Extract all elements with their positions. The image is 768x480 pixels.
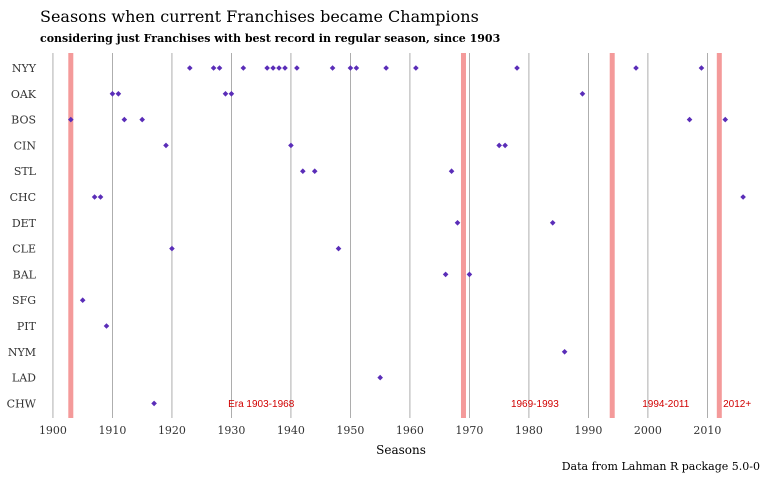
x-tick-label: 1970 (455, 424, 483, 437)
franchise-label: BOS (11, 114, 36, 127)
champion-point (722, 116, 729, 123)
champion-point (163, 142, 169, 149)
champion-point (103, 323, 110, 329)
x-tick-label: 2000 (634, 424, 662, 437)
champion-point (282, 65, 288, 71)
x-tick-label: 2010 (693, 424, 721, 437)
champion-point (454, 220, 461, 226)
x-tick-label: 1920 (158, 424, 186, 437)
era-label: 1994-2011 (642, 399, 690, 410)
x-tick-label: 1930 (217, 424, 245, 437)
champion-point (561, 349, 568, 355)
franchise-label: BAL (13, 268, 37, 281)
franchise-label: CHC (10, 191, 36, 204)
champion-point (222, 91, 229, 97)
champion-point (579, 91, 586, 97)
franchise-label: PIT (17, 320, 37, 333)
champion-point (300, 168, 306, 174)
franchise-label: CHW (7, 397, 37, 410)
champion-point (383, 65, 389, 71)
era-boundary-line (609, 53, 615, 418)
champion-point (97, 194, 104, 200)
franchise-label: CIN (14, 139, 37, 152)
champion-point (270, 65, 276, 71)
era-boundary-line (716, 53, 722, 418)
x-tick-label: 1990 (574, 424, 602, 437)
champion-point (67, 116, 74, 123)
champion-point (311, 168, 318, 174)
franchise-label: CLE (12, 243, 36, 256)
franchise-label: SFG (12, 294, 36, 307)
champion-point (228, 91, 235, 97)
champion-point (496, 142, 502, 149)
champion-point (288, 142, 294, 149)
champion-point (466, 271, 473, 278)
era-label: 2012+ (723, 399, 751, 410)
champion-point (549, 220, 556, 226)
champion-point (633, 65, 639, 71)
champion-point (216, 65, 223, 71)
x-tick-label: 1960 (396, 424, 424, 437)
champion-point (335, 245, 342, 252)
franchise-label: NYM (8, 346, 36, 359)
x-tick-label: 1950 (336, 424, 364, 437)
champion-point (442, 271, 449, 278)
champion-point (186, 65, 193, 71)
champion-point (264, 65, 270, 71)
x-tick-label: 1940 (277, 424, 305, 437)
champion-point (502, 142, 508, 149)
franchise-label: STL (14, 165, 37, 178)
champion-point (698, 65, 705, 71)
franchise-labels: NYY OAK BOS CIN STL CHC DET CLE BAL SFG PIT NYM LAD C… (7, 62, 37, 410)
x-tick-label: 1910 (98, 424, 126, 437)
champion-point (210, 65, 217, 71)
champion-point (240, 65, 247, 71)
champion-point (347, 65, 354, 71)
vertical-gridlines (52, 53, 708, 418)
champion-point (79, 297, 86, 303)
champion-point (276, 65, 282, 71)
champion-point (686, 116, 693, 123)
champion-point (514, 65, 520, 71)
franchise-label: OAK (11, 88, 37, 101)
champion-points (67, 65, 746, 407)
era-boundary-line (68, 53, 74, 418)
champion-point (139, 116, 145, 123)
champion-point (91, 194, 98, 200)
champion-point (377, 374, 383, 381)
chart-subtitle: considering just Franchises with best re… (40, 32, 500, 45)
chart-title: Seasons when current Franchises became C… (40, 7, 479, 26)
champion-point (413, 65, 419, 71)
champion-point (109, 91, 116, 97)
champion-point (294, 65, 300, 71)
champion-point (448, 168, 455, 174)
x-tick-label: 1900 (39, 424, 67, 437)
franchise-label: NYY (12, 62, 37, 75)
era-boundary-line (460, 53, 466, 418)
champion-point (740, 194, 746, 200)
x-axis-ticks: 1900 1910 1920 1930 1940 1950 1960 1970 1980 1990… (39, 424, 721, 437)
franchise-label: LAD (12, 372, 36, 385)
x-axis-label: Seasons (376, 443, 426, 457)
champion-point (329, 65, 336, 71)
champion-point (169, 245, 175, 252)
data-source-caption: Data from Lahman R package 5.0-0 (562, 460, 760, 473)
franchise-label: DET (12, 217, 37, 230)
champion-point (353, 65, 360, 71)
x-tick-label: 1980 (515, 424, 543, 437)
champion-point (115, 91, 122, 97)
era-label: Era 1903-1968 (228, 399, 295, 410)
era-labels: Era 1903-1968 1969-1993 1994-2011 2012+ (228, 399, 751, 410)
champion-point (121, 116, 128, 123)
era-label: 1969-1993 (511, 399, 559, 410)
era-boundary-lines (68, 53, 722, 418)
champion-point (151, 400, 157, 407)
